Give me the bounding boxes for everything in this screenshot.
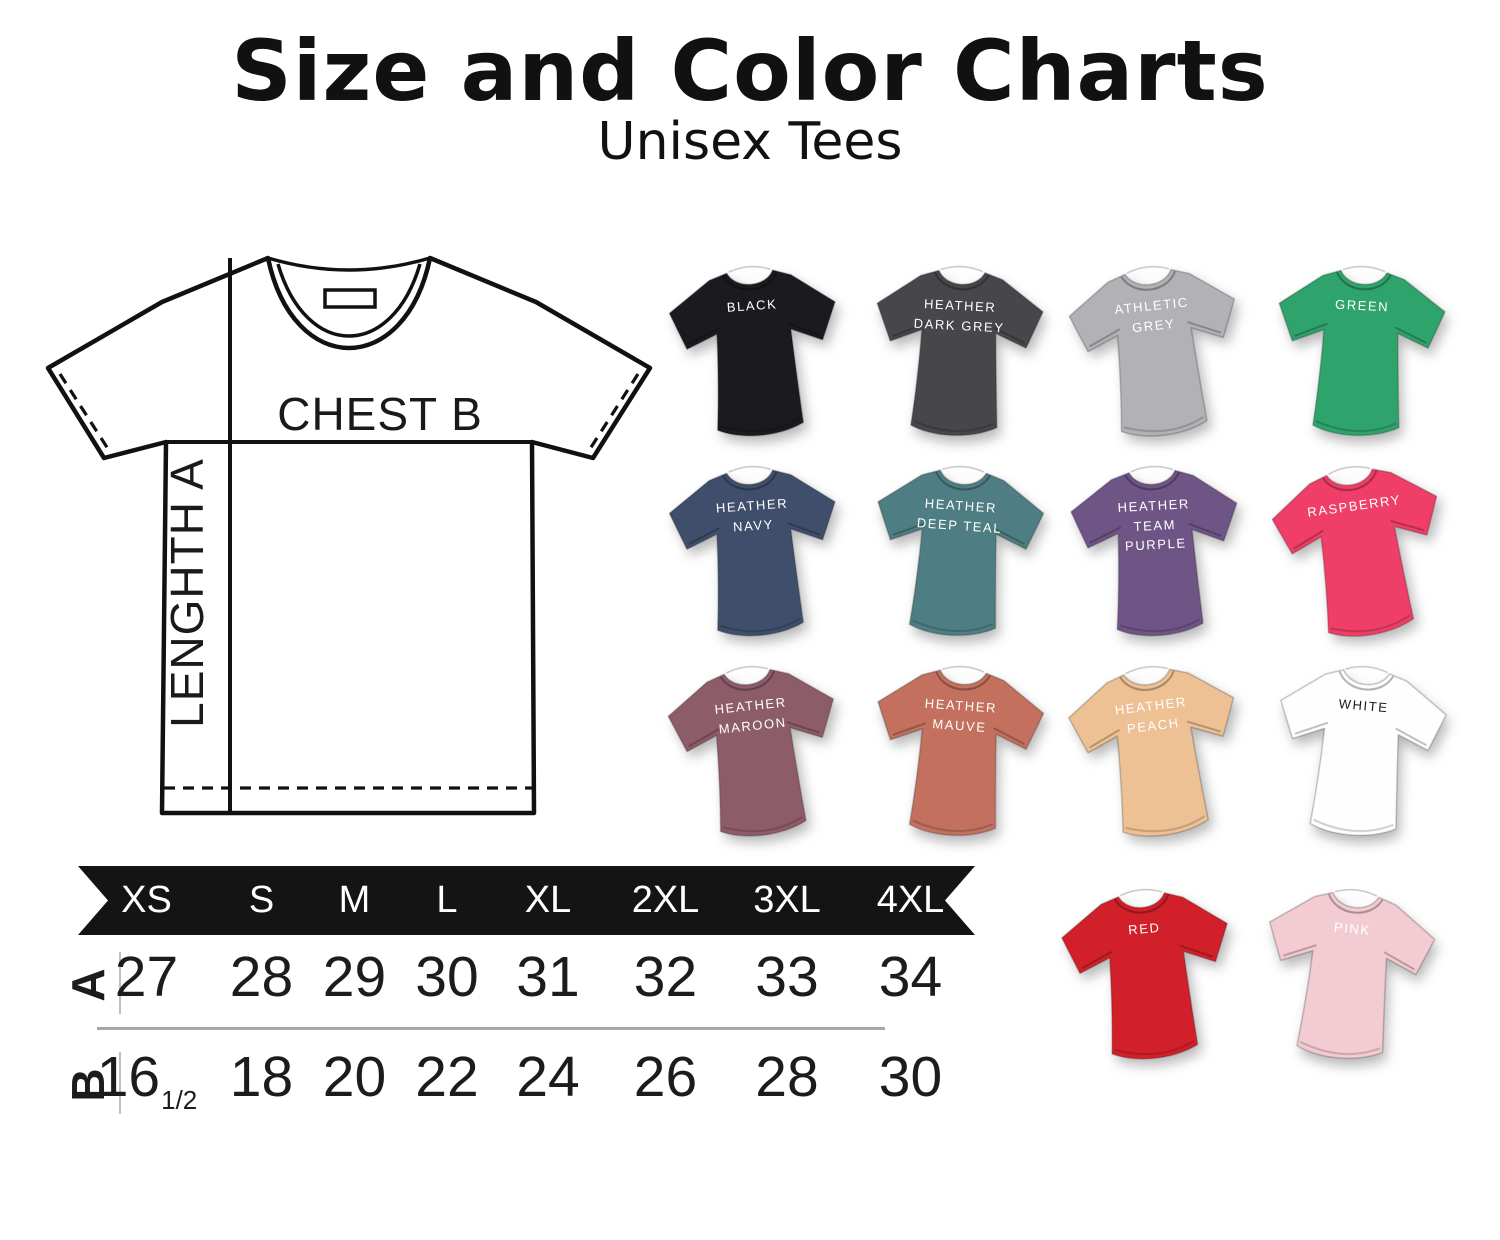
- shirt-swatch-heather-navy: HEATHER NAVY: [648, 438, 862, 656]
- tshirt-icon: [869, 261, 1047, 441]
- chest-value: 28: [755, 1045, 819, 1109]
- length-value: 31: [516, 945, 580, 1009]
- shirt-swatch-athletic-grey: ATHLETIC GREY: [1046, 235, 1266, 460]
- shirt-swatch-heather-team-purple: HEATHER TEAM PURPLE: [1051, 440, 1261, 655]
- left-cuff-stitch: [58, 373, 112, 453]
- page-subtitle: Unisex Tees: [597, 112, 903, 172]
- chest-value: 161/2: [78, 1044, 215, 1115]
- chest-value: 30: [878, 1045, 943, 1109]
- length-value: 29: [322, 945, 387, 1009]
- tshirt-icon: [665, 259, 845, 443]
- chest-value: 24: [516, 1045, 580, 1109]
- shirt-color-label: HEATHER DARK GREY: [913, 296, 1005, 336]
- length-value: 33: [755, 945, 819, 1009]
- tshirt-icon: [1268, 658, 1451, 844]
- tshirt-icon: [1265, 454, 1456, 648]
- shirt-swatch-heather-deep-teal: HEATHER DEEP TEAL: [851, 438, 1065, 656]
- length-value: 28: [229, 945, 294, 1009]
- tshirt-icon: [1063, 257, 1249, 445]
- shirt-swatch-heather-maroon: HEATHER MAROON: [645, 635, 865, 860]
- tshirt-icon: [1057, 881, 1240, 1067]
- size-header-cell: XS: [121, 879, 172, 921]
- neck-tag: [323, 288, 377, 309]
- right-cuff-stitch: [586, 373, 640, 453]
- tshirt-icon: [868, 459, 1048, 643]
- chest-value-main: 16: [96, 1045, 161, 1109]
- tshirt-icon: [1271, 261, 1449, 441]
- row-a-divider: [119, 952, 121, 1014]
- table-separator-line: [97, 1027, 885, 1030]
- chest-values-row: 161/2 18 20 22 24 26 28 30: [78, 1042, 975, 1115]
- chest-value: 26: [633, 1045, 698, 1109]
- shirt-swatch-heather-mauve: HEATHER MAUVE: [851, 638, 1065, 856]
- tshirt-outline-drawing: CHEST B LENGHTH A: [45, 255, 653, 816]
- size-header-cell: M: [338, 879, 371, 921]
- page-title: Size and Color Charts: [231, 22, 1269, 120]
- tshirt-icon: [1062, 655, 1251, 846]
- shirt-swatch-pink: PINK: [1238, 858, 1458, 1083]
- collar-rib-line: [276, 263, 422, 338]
- shirt-swatch-black: BLACK: [648, 238, 862, 456]
- shirt-swatch-heather-peach: HEATHER PEACH: [1044, 634, 1267, 862]
- chest-value-fraction: 1/2: [161, 1085, 198, 1115]
- length-value: 34: [878, 945, 943, 1009]
- tshirt-icon: [662, 657, 848, 845]
- row-b-divider: [119, 1052, 121, 1114]
- size-header-cell: 3XL: [753, 879, 821, 921]
- shirt-swatch-raspberry: RASPBERRY: [1247, 432, 1474, 663]
- tshirt-icon: [868, 659, 1048, 843]
- chest-measure-label: CHEST B: [277, 388, 483, 440]
- size-header-cell: S: [248, 879, 275, 921]
- size-header-ribbon: XS S M L XL 2XL 3XL 4XL: [78, 866, 975, 935]
- length-values-row: 27 28 29 30 31 32 33 34: [78, 942, 975, 1012]
- tshirt-icon: [1255, 880, 1441, 1068]
- tshirt-icon: [665, 459, 845, 643]
- shirt-color-label: HEATHER TEAM PURPLE: [1117, 496, 1191, 554]
- chest-value: 22: [415, 1045, 479, 1109]
- tshirt-body-outline: [45, 255, 653, 816]
- length-value: 30: [415, 945, 479, 1009]
- shirt-swatch-heather-dark-grey: HEATHER DARK GREY: [853, 240, 1063, 455]
- size-header-cell: L: [436, 879, 458, 921]
- size-header-cell: 2XL: [631, 879, 700, 921]
- length-measure-label: LENGHTH A: [161, 458, 213, 728]
- shirt-swatch-green: GREEN: [1255, 240, 1465, 455]
- measurement-diagram: CHEST B LENGHTH A: [40, 238, 668, 838]
- size-header-cell: XL: [524, 879, 572, 921]
- length-value: 27: [114, 945, 179, 1009]
- chest-value: 20: [322, 1045, 387, 1109]
- collar-back-line: [267, 256, 431, 272]
- shirt-swatch-white: WHITE: [1251, 637, 1468, 859]
- size-header-cell: 4XL: [876, 879, 945, 921]
- length-value: 32: [633, 945, 698, 1009]
- chest-value: 18: [229, 1045, 294, 1109]
- shirt-swatch-red: RED: [1039, 860, 1256, 1082]
